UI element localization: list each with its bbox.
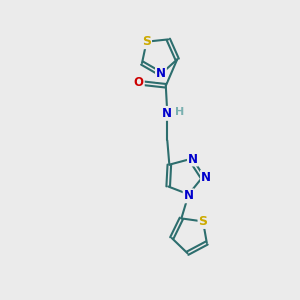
Text: N: N bbox=[162, 107, 172, 120]
Text: H: H bbox=[175, 107, 184, 117]
Text: S: S bbox=[199, 215, 208, 228]
Text: N: N bbox=[184, 189, 194, 202]
Text: N: N bbox=[188, 152, 198, 166]
Text: O: O bbox=[134, 76, 144, 89]
Text: N: N bbox=[156, 68, 166, 80]
Text: N: N bbox=[201, 171, 211, 184]
Text: S: S bbox=[142, 35, 151, 48]
